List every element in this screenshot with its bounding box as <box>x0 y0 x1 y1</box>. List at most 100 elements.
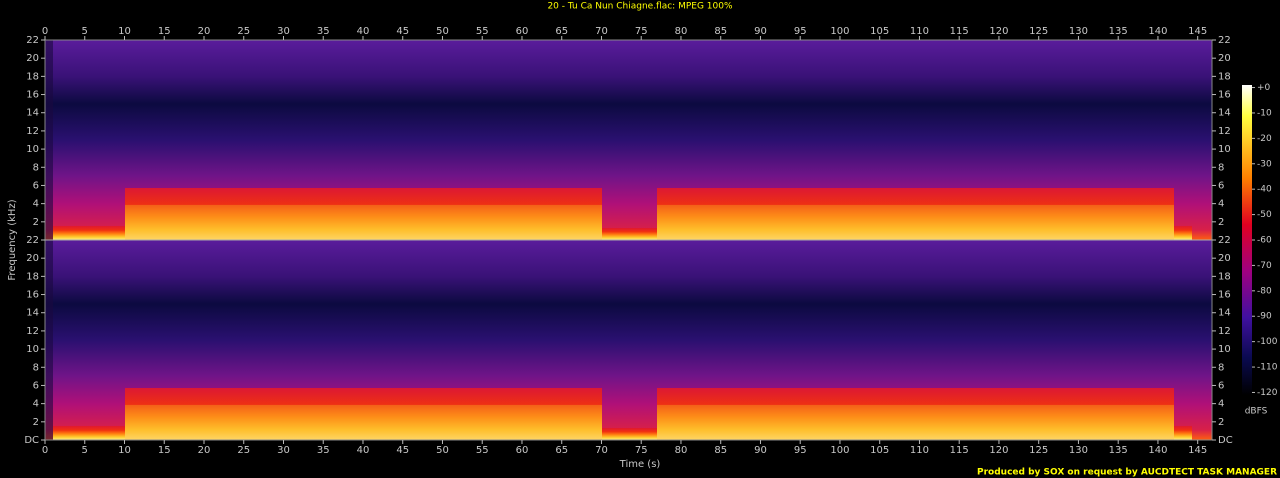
x-tick-label: 35 <box>317 26 330 37</box>
x-tick-label: 55 <box>476 26 489 37</box>
x-tick-label: 20 <box>198 445 211 456</box>
x-tick-label: 105 <box>870 26 889 37</box>
colorbar-tick-label: +0 <box>1257 83 1271 93</box>
y-tick-label: 6 <box>1218 180 1224 191</box>
colorbar-label: dBFS <box>1245 407 1268 417</box>
y-tick-label: 10 <box>26 144 39 155</box>
colorbar-tick-label: -70 <box>1257 261 1272 271</box>
x-tick-label: 75 <box>635 445 648 456</box>
x-tick-label: 45 <box>396 445 409 456</box>
x-tick-label: 65 <box>555 26 568 37</box>
footer: Produced by SOX on request by AUCDTECT T… <box>977 468 1277 478</box>
x-tick-label: 50 <box>436 445 449 456</box>
x-tick-label: 125 <box>1029 445 1048 456</box>
x-tick-label: 25 <box>237 26 250 37</box>
y-tick-label: 16 <box>1218 90 1231 101</box>
y-tick-label: 4 <box>1218 399 1224 410</box>
x-tick-label: 130 <box>1069 445 1088 456</box>
x-tick-label: 85 <box>714 445 727 456</box>
y-tick-label: 6 <box>33 380 39 391</box>
y-tick-label: 6 <box>33 180 39 191</box>
y-tick-label: 14 <box>1218 108 1231 119</box>
x-tick-label: 95 <box>794 445 807 456</box>
x-tick-label: 90 <box>754 26 767 37</box>
x-tick-label: 60 <box>516 445 529 456</box>
x-tick-label: 120 <box>989 26 1008 37</box>
x-tick-label: 50 <box>436 26 449 37</box>
x-tick-label: 115 <box>950 26 969 37</box>
y-tick-label: 2 <box>33 217 39 228</box>
spectrogram-panel <box>45 240 1212 440</box>
y-tick-label: DC <box>1218 435 1233 446</box>
x-tick-label: 15 <box>158 445 171 456</box>
y-tick-label: 10 <box>1218 344 1231 355</box>
y-tick-label: 22 <box>26 35 39 46</box>
x-tick-label: 75 <box>635 26 648 37</box>
x-tick-label: 55 <box>476 445 489 456</box>
x-tick-label: 5 <box>82 445 88 456</box>
y-tick-label: 14 <box>26 108 39 119</box>
y-tick-label: 20 <box>26 53 39 64</box>
y-tick-label: DC <box>24 435 39 446</box>
y-tick-label: 22 <box>1218 35 1231 46</box>
y-tick-label: 22 <box>26 235 39 246</box>
y-tick-label: 22 <box>1218 235 1231 246</box>
y-tick-label: 18 <box>1218 271 1231 282</box>
y-tick-label: 10 <box>1218 144 1231 155</box>
y-tick-label: 8 <box>33 162 39 173</box>
y-tick-label: 2 <box>1218 417 1224 428</box>
x-tick-label: 60 <box>516 26 529 37</box>
x-tick-label: 45 <box>396 26 409 37</box>
x-tick-label: 30 <box>277 445 290 456</box>
x-tick-label: 145 <box>1188 445 1207 456</box>
y-tick-label: 20 <box>1218 253 1231 264</box>
x-tick-label: 95 <box>794 26 807 37</box>
colorbar-tick-label: -100 <box>1257 337 1278 347</box>
x-tick-label: 5 <box>82 26 88 37</box>
y-tick-label: 12 <box>26 126 39 137</box>
y-tick-label: 2 <box>1218 217 1224 228</box>
x-tick-label: 90 <box>754 445 767 456</box>
y-tick-label: 8 <box>1218 162 1224 173</box>
y-tick-label: 18 <box>26 71 39 82</box>
colorbar-tick-label: -40 <box>1257 185 1272 195</box>
x-tick-label: 65 <box>555 445 568 456</box>
y-tick-label: 10 <box>26 344 39 355</box>
x-tick-label: 135 <box>1109 26 1128 37</box>
y-tick-label: 6 <box>1218 380 1224 391</box>
x-tick-label: 10 <box>118 26 131 37</box>
x-tick-label: 80 <box>675 445 688 456</box>
colorbar <box>1242 85 1252 395</box>
x-tick-label: 20 <box>198 26 211 37</box>
x-tick-label: 100 <box>830 445 849 456</box>
x-tick-label: 70 <box>595 445 608 456</box>
y-tick-label: 16 <box>26 290 39 301</box>
y-tick-label: 4 <box>33 399 39 410</box>
colorbar-tick-label: -110 <box>1257 363 1278 373</box>
x-tick-label: 70 <box>595 26 608 37</box>
y-tick-label: 18 <box>26 271 39 282</box>
x-tick-label: 25 <box>237 445 250 456</box>
y-tick-label: 4 <box>33 199 39 210</box>
colorbar-tick-label: -10 <box>1257 108 1272 118</box>
x-tick-label: 10 <box>118 445 131 456</box>
y-tick-label: 4 <box>1218 199 1224 210</box>
y-tick-label: 14 <box>1218 308 1231 319</box>
x-tick-label: 40 <box>357 26 370 37</box>
y-tick-label: 14 <box>26 308 39 319</box>
x-tick-label: 0 <box>42 26 48 37</box>
colorbar-tick-label: -50 <box>1257 210 1272 220</box>
y-tick-label: 8 <box>33 362 39 373</box>
x-tick-label: 140 <box>1148 445 1167 456</box>
x-tick-label: 35 <box>317 445 330 456</box>
x-tick-label: 15 <box>158 26 171 37</box>
x-tick-label: 110 <box>910 26 929 37</box>
colorbar-tick-label: -30 <box>1257 159 1272 169</box>
x-tick-label: 120 <box>989 445 1008 456</box>
colorbar-tick-label: -80 <box>1257 286 1272 296</box>
y-tick-label: 18 <box>1218 71 1231 82</box>
spectrogram-panel <box>45 40 1212 240</box>
colorbar-tick-label: -20 <box>1257 134 1272 144</box>
x-tick-label: 105 <box>870 445 889 456</box>
x-tick-label: 130 <box>1069 26 1088 37</box>
